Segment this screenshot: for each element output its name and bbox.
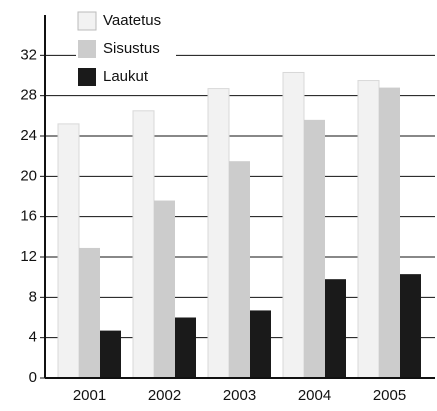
y-tick-label: 12 xyxy=(20,248,37,265)
bar xyxy=(357,80,380,379)
bar xyxy=(57,123,80,379)
bar xyxy=(154,200,175,378)
bar xyxy=(400,274,421,378)
bar xyxy=(304,119,325,378)
bar xyxy=(282,71,305,379)
bar xyxy=(229,161,250,378)
x-tick-label: 2004 xyxy=(298,387,331,404)
x-tick-label: 2001 xyxy=(73,387,106,404)
y-tick-label: 0 xyxy=(29,369,37,386)
x-tick-label: 2002 xyxy=(148,387,181,404)
bar xyxy=(79,247,100,378)
y-tick-label: 28 xyxy=(20,87,37,104)
y-tick-label: 32 xyxy=(20,46,37,63)
bar xyxy=(132,110,155,379)
legend-label: Laukut xyxy=(103,68,149,85)
legend-label: Sisustus xyxy=(103,40,160,57)
bar xyxy=(175,317,196,378)
bar xyxy=(250,310,271,378)
bar xyxy=(379,87,400,378)
legend-swatch xyxy=(78,40,96,58)
y-tick-label: 4 xyxy=(29,329,37,346)
y-tick-label: 8 xyxy=(29,288,37,305)
y-tick-label: 24 xyxy=(20,127,37,144)
x-tick-label: 2003 xyxy=(223,387,256,404)
legend-swatch xyxy=(77,11,97,31)
legend-label: Vaatetus xyxy=(103,12,161,29)
x-tick-label: 2005 xyxy=(373,387,406,404)
y-tick-label: 16 xyxy=(20,208,37,225)
bar xyxy=(325,279,346,378)
bar xyxy=(207,88,230,379)
legend-swatch xyxy=(78,68,96,86)
bar xyxy=(100,330,121,378)
y-tick-label: 20 xyxy=(20,167,37,184)
